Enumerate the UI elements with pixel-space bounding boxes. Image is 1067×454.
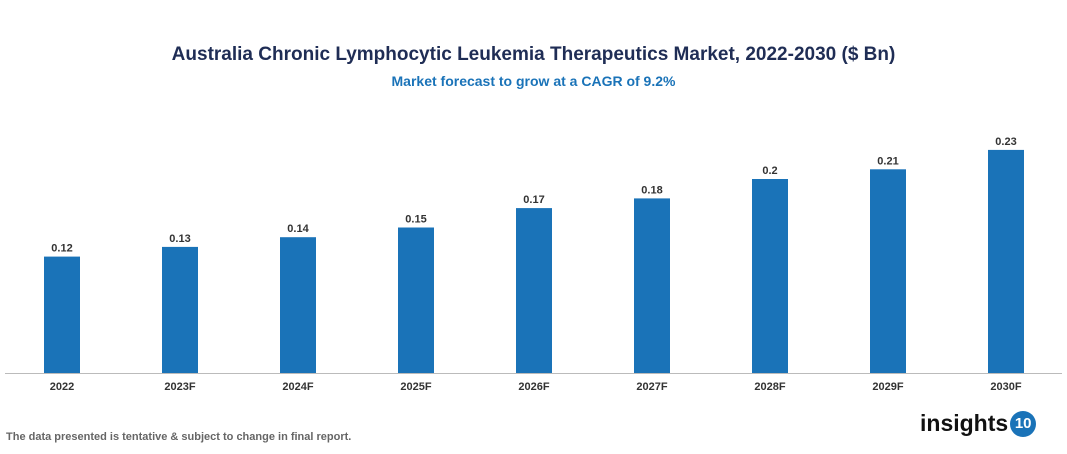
data-label: 0.13 xyxy=(169,233,190,245)
data-label: 0.12 xyxy=(51,243,72,255)
x-tick-label: 2029F xyxy=(872,381,903,393)
data-label: 0.17 xyxy=(523,194,544,206)
bar-chart: 0.12 2022 0.13 2023F 0.14 2024F 0.15 2025F 0.17 2… xyxy=(5,136,1062,393)
data-label: 0.14 xyxy=(287,223,309,235)
bar-2029F xyxy=(870,169,906,373)
logo-text: insights xyxy=(920,410,1009,436)
x-tick-label: 2023F xyxy=(164,381,195,393)
bar-2022 xyxy=(44,256,80,373)
data-label: 0.21 xyxy=(877,155,898,167)
x-tick-label: 2025F xyxy=(400,381,431,393)
bar-2024F xyxy=(280,237,316,373)
chart-subtitle: Market forecast to grow at a CAGR of 9.2… xyxy=(391,73,676,89)
logo-badge: 10 xyxy=(1010,410,1037,437)
x-tick-label: 2028F xyxy=(754,381,785,393)
x-tick-label: 2030F xyxy=(990,381,1021,393)
bar-2023F xyxy=(162,246,198,373)
data-label: 0.15 xyxy=(405,214,426,226)
bar-2028F xyxy=(752,179,788,373)
x-tick-label: 2027F xyxy=(636,381,667,393)
bar-2027F xyxy=(634,198,670,373)
data-label: 0.18 xyxy=(641,184,662,196)
chart-title: Australia Chronic Lymphocytic Leukemia T… xyxy=(171,44,896,65)
data-label: 0.23 xyxy=(995,136,1016,148)
data-label: 0.2 xyxy=(762,165,777,177)
x-tick-label: 2022 xyxy=(50,381,74,393)
insights10-logo: insights 10 xyxy=(920,410,1037,437)
bar-2025F xyxy=(398,227,434,373)
x-tick-label: 2024F xyxy=(282,381,313,393)
bar-2030F xyxy=(988,149,1024,373)
bar-2026F xyxy=(516,208,552,373)
footnote: The data presented is tentative & subjec… xyxy=(6,431,352,443)
x-tick-label: 2026F xyxy=(518,381,549,393)
